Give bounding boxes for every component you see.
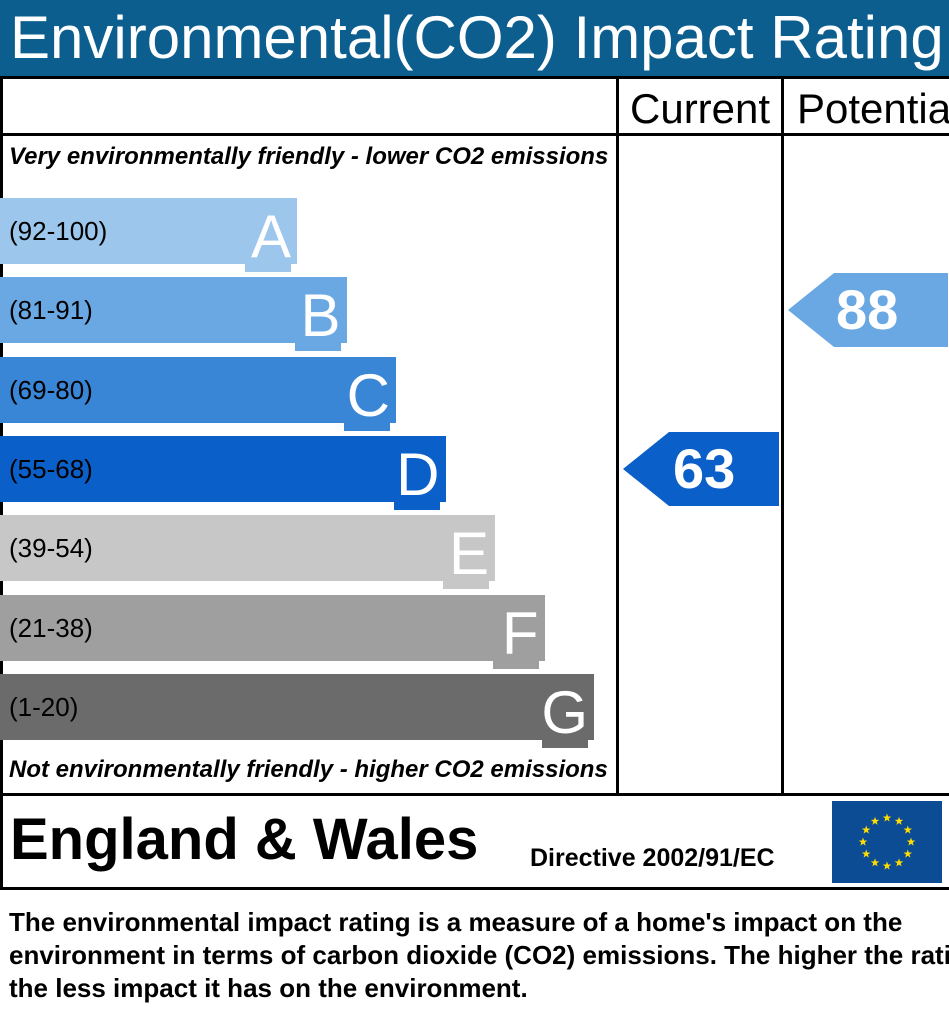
band-e-range: (39-54) [9, 533, 93, 564]
band-g-notch [542, 737, 588, 748]
band-a-notch [245, 262, 291, 272]
band-f-notch [492, 658, 539, 669]
band-f-letter: F [501, 599, 539, 667]
band-d: (55-68) D [0, 435, 446, 510]
band-d-notch [393, 499, 440, 510]
band-e-notch [443, 579, 489, 590]
rating-description: The environmental impact rating is a mea… [9, 907, 949, 1003]
potential-rating-arrow: 88 [788, 273, 948, 348]
eu-star-icon [870, 816, 880, 825]
band-c-letter: C [346, 361, 390, 429]
potential-column-divider [781, 76, 784, 796]
band-c: (69-80) C [0, 356, 396, 431]
eu-star-icon [903, 825, 913, 834]
band-f: (21-38) F [0, 594, 545, 669]
current-column-divider [616, 76, 619, 796]
eu-star-icon [882, 861, 892, 870]
eu-star-icon [858, 837, 868, 846]
band-b: (81-91) B [0, 277, 347, 352]
band-g: (1-20) G [0, 673, 594, 748]
band-d-range: (55-68) [9, 453, 93, 484]
eu-star-icon [870, 858, 880, 867]
band-g-range: (1-20) [9, 691, 79, 722]
current-rating-value: 63 [673, 436, 736, 500]
band-a-range: (92-100) [9, 216, 108, 246]
band-a: (92-100) A [0, 198, 297, 272]
column-header-divider [0, 133, 949, 136]
eu-star-icon [882, 813, 892, 822]
eu-flag-icon [832, 801, 942, 883]
eu-star-icon [906, 837, 916, 846]
band-f-range: (21-38) [9, 612, 93, 643]
bottom-caption: Not environmentally friendly - higher CO… [9, 756, 608, 783]
chart-header: Environmental(CO2) Impact Rating [0, 0, 949, 76]
eu-star-icon [861, 825, 871, 834]
band-b-range: (81-91) [9, 295, 93, 326]
footer-divider [0, 793, 949, 796]
band-c-notch [344, 420, 390, 431]
eu-star-icon [903, 849, 913, 858]
band-e-letter: E [448, 520, 489, 588]
band-c-range: (69-80) [9, 374, 93, 405]
current-rating-arrow: 63 [623, 431, 783, 506]
band-g-letter: G [541, 678, 588, 746]
band-d-letter: D [396, 440, 440, 508]
eu-star-icon [861, 849, 871, 858]
potential-rating-value: 88 [836, 278, 899, 342]
region-label: England & Wales [10, 807, 479, 872]
top-caption: Very environmentally friendly - lower CO… [9, 143, 609, 170]
band-b-letter: B [300, 282, 341, 350]
eu-star-icon [894, 816, 904, 825]
band-a-letter: A [250, 203, 291, 270]
band-e: (39-54) E [0, 515, 495, 590]
band-b-notch [294, 341, 341, 352]
chart-title: Environmental(CO2) Impact Rating [10, 4, 944, 71]
current-column-header: Current [630, 85, 771, 132]
directive-label: Directive 2002/91/EC [530, 844, 775, 872]
potential-column-header: Potential [797, 85, 949, 132]
eu-star-icon [894, 858, 904, 867]
